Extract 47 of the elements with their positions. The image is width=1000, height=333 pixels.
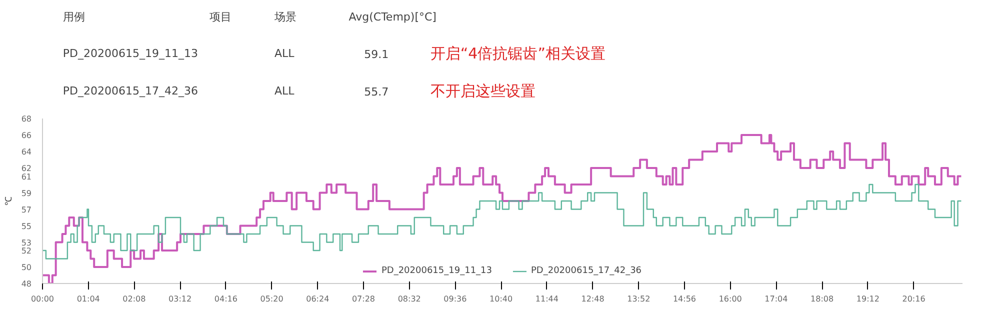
text: 59.1 bbox=[364, 48, 389, 62]
x-tick-label: 19:12 bbox=[856, 294, 880, 304]
text: 不开启这些设置 bbox=[430, 82, 536, 100]
text: 场景 bbox=[274, 10, 296, 24]
x-tick-label: 05:20 bbox=[260, 294, 284, 304]
x-tick-label: 08:32 bbox=[398, 294, 421, 304]
y-tick-label: 59 bbox=[21, 188, 32, 198]
x-tick-label: 14:56 bbox=[672, 294, 696, 304]
x-tick-label: 17:04 bbox=[764, 294, 788, 304]
text: 项目 bbox=[210, 10, 232, 24]
text: 开启“4倍抗锯齿”相关设置 bbox=[430, 44, 606, 63]
y-tick-label: 50 bbox=[21, 263, 32, 272]
y-tick-label: 53 bbox=[21, 238, 32, 248]
x-tick-label: 06:24 bbox=[306, 294, 330, 304]
x-tick-label: 09:36 bbox=[444, 294, 467, 304]
x-tick-label: 13:52 bbox=[627, 294, 650, 304]
text: 用例 bbox=[62, 10, 85, 24]
x-tick-label: 07:28 bbox=[352, 294, 376, 304]
y-tick-label: 62 bbox=[21, 164, 32, 173]
text: ALL bbox=[274, 84, 296, 98]
text: ALL bbox=[274, 47, 296, 60]
y-tick-label: 57 bbox=[21, 205, 32, 214]
x-tick-label: 11:44 bbox=[535, 294, 558, 304]
text: Avg(CTemp)[°C] bbox=[348, 10, 436, 24]
y-tick-label: 55 bbox=[21, 222, 32, 231]
x-tick-label: 03:12 bbox=[168, 294, 192, 304]
x-tick-label: 00:00 bbox=[30, 294, 54, 304]
x-tick-label: 12:48 bbox=[581, 294, 604, 304]
x-tick-label: 18:08 bbox=[810, 294, 834, 304]
legend-label: PD_20200615_17_42_36 bbox=[531, 266, 642, 276]
x-tick-label: 20:16 bbox=[902, 294, 926, 304]
x-tick-label: 16:00 bbox=[718, 294, 742, 304]
y-axis-title: ℃ bbox=[3, 196, 14, 206]
text: PD_20200615_19_11_13 bbox=[62, 47, 198, 60]
y-tick-label: 52 bbox=[21, 246, 32, 256]
x-tick-label: 04:16 bbox=[214, 294, 238, 304]
text: 55.7 bbox=[364, 85, 389, 98]
y-tick-label: 61 bbox=[21, 172, 32, 182]
y-tick-label: 68 bbox=[21, 114, 32, 124]
text: PD_20200615_17_42_36 bbox=[62, 84, 198, 98]
x-tick-label: 01:04 bbox=[76, 294, 100, 304]
legend-label: PD_20200615_19_11_13 bbox=[381, 266, 492, 276]
y-tick-label: 66 bbox=[21, 131, 32, 140]
x-tick-label: 02:08 bbox=[122, 294, 146, 304]
x-tick-label: 10:40 bbox=[490, 294, 513, 304]
y-tick-label: 48 bbox=[21, 280, 32, 288]
y-tick-label: 64 bbox=[21, 148, 32, 156]
